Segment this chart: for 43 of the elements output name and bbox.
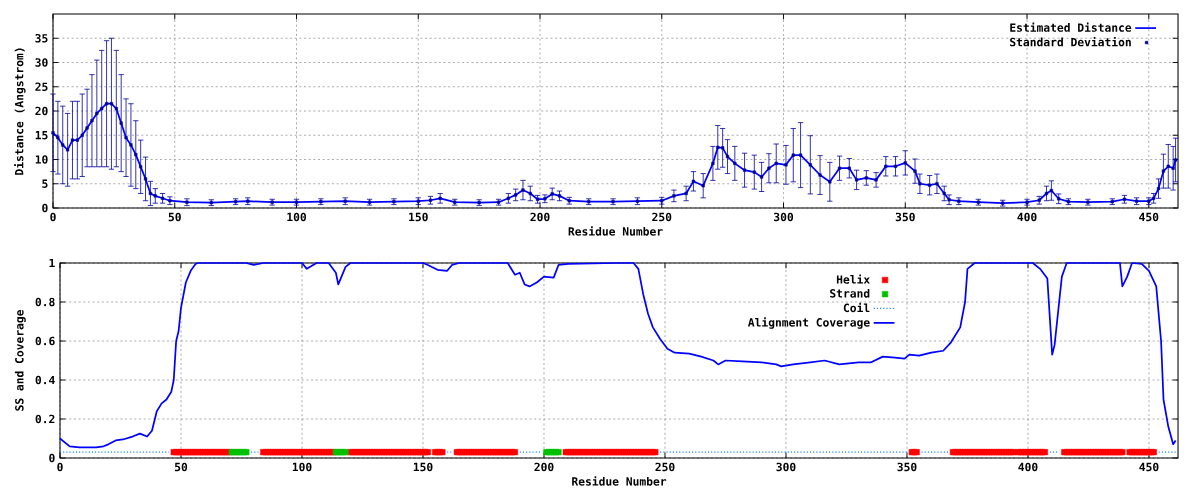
x-tick-label: 50 bbox=[168, 212, 181, 222]
x-axis-title: Residue Number bbox=[568, 226, 663, 236]
legend-label: Standard Deviation bbox=[1010, 36, 1131, 47]
y-tick-label: 0.8 bbox=[35, 297, 55, 307]
x-tick-label: 50 bbox=[174, 462, 188, 472]
x-tick-label: 300 bbox=[776, 462, 796, 472]
x-tick-label: 400 bbox=[1018, 462, 1038, 472]
y-tick-label: 0 bbox=[49, 453, 55, 463]
x-axis-title: Residue Number bbox=[572, 476, 667, 486]
y-tick-label: 0 bbox=[42, 203, 48, 213]
x-tick-label: 400 bbox=[1017, 212, 1037, 222]
x-tick-label: 450 bbox=[1139, 462, 1159, 472]
x-tick-label: 350 bbox=[895, 212, 915, 222]
legend-label: Estimated Distance bbox=[1010, 22, 1132, 32]
x-tick-label: 0 bbox=[57, 462, 63, 472]
x-tick-label: 300 bbox=[774, 212, 794, 222]
legend-label: Alignment Coverage bbox=[747, 317, 870, 329]
x-tick-label: 150 bbox=[409, 212, 428, 222]
x-tick-label: 450 bbox=[1139, 212, 1159, 222]
y-tick-label: 0.6 bbox=[35, 336, 55, 346]
legend-label: Helix bbox=[836, 274, 870, 284]
x-tick-label: 100 bbox=[292, 462, 312, 472]
x-tick-label: 250 bbox=[652, 212, 672, 222]
y-tick-label: 30 bbox=[35, 58, 48, 67]
y-tick-label: 0.4 bbox=[35, 375, 55, 385]
x-tick-label: 350 bbox=[897, 462, 917, 472]
x-tick-label: 250 bbox=[655, 462, 675, 472]
y-tick-label: 35 bbox=[35, 33, 48, 43]
y-axis-title: Distance (Angstrom) bbox=[14, 48, 26, 175]
y-tick-label: 5 bbox=[42, 179, 48, 188]
x-tick-label: 200 bbox=[534, 462, 554, 472]
y-tick-label: 1 bbox=[49, 258, 55, 268]
x-tick-label: 100 bbox=[287, 212, 307, 222]
y-tick-label: 15 bbox=[35, 131, 48, 140]
legend-label: Strand bbox=[830, 288, 870, 298]
x-tick-label: 150 bbox=[413, 462, 433, 472]
y-tick-label: 20 bbox=[35, 106, 48, 116]
y-tick-label: 0.2 bbox=[35, 414, 55, 424]
y-axis-title: SS and Coverage bbox=[14, 309, 26, 411]
y-tick-label: 10 bbox=[35, 155, 48, 164]
x-tick-label: 200 bbox=[530, 212, 550, 222]
legend-label: Coil bbox=[843, 302, 870, 313]
y-tick-label: 25 bbox=[35, 82, 48, 92]
